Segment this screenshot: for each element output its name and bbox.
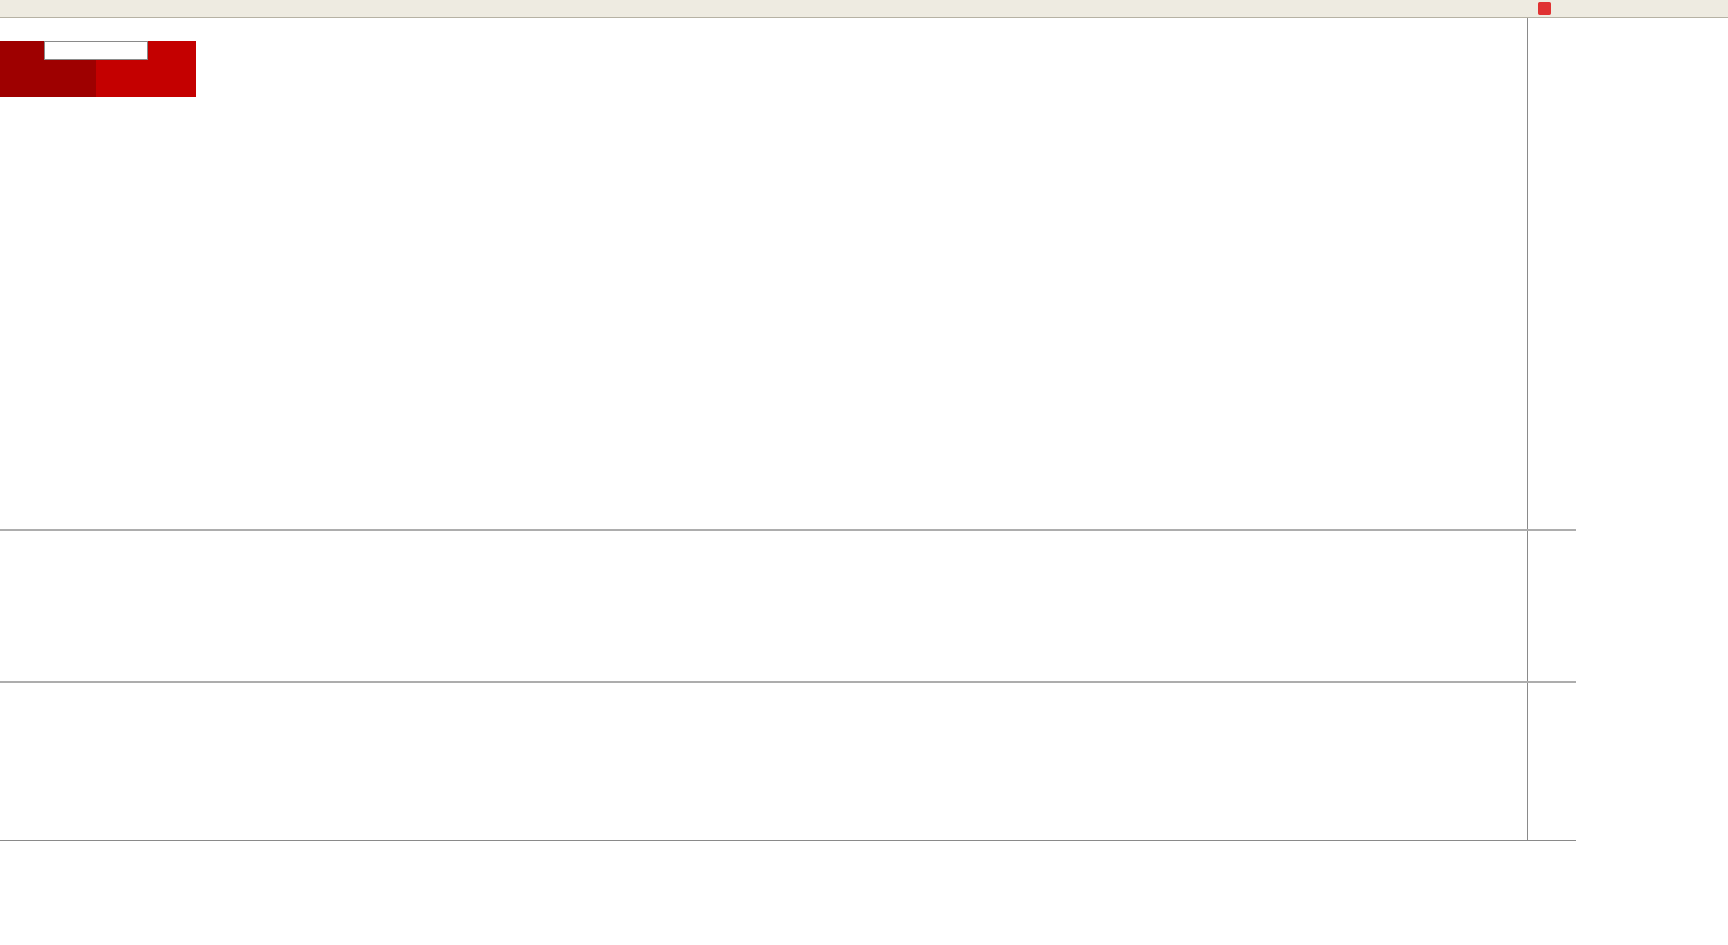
macd-svg <box>0 531 1528 681</box>
macd-panel[interactable] <box>0 531 1528 681</box>
panel-separator <box>0 840 1576 841</box>
main-price-chart[interactable] <box>0 18 1528 529</box>
time-axis[interactable] <box>0 841 1528 857</box>
price-axis[interactable] <box>1529 18 1589 841</box>
rsi-panel[interactable] <box>0 683 1528 840</box>
panel-separator[interactable] <box>0 529 1576 531</box>
sell-button[interactable] <box>0 41 44 60</box>
volume-spinner[interactable] <box>136 42 146 59</box>
panel-separator[interactable] <box>0 681 1576 683</box>
volume-input[interactable] <box>44 41 148 60</box>
alert-count-badge[interactable] <box>1538 2 1551 15</box>
main-chart-svg <box>0 18 1528 529</box>
one-click-trading-widget <box>0 41 196 97</box>
toolbar <box>0 0 1728 18</box>
buy-price[interactable] <box>96 60 196 97</box>
sell-price[interactable] <box>0 60 96 97</box>
rsi-svg <box>0 683 1528 840</box>
buy-button[interactable] <box>148 41 196 60</box>
